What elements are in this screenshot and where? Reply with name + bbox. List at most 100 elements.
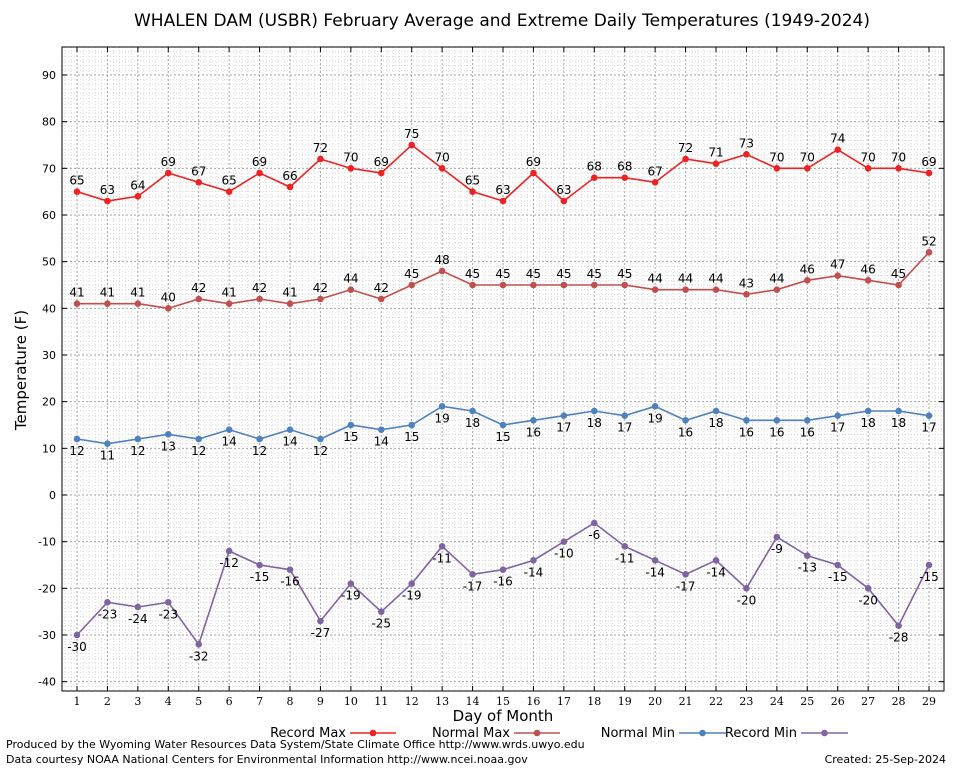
normal-min-data-label: 17 [556, 421, 571, 435]
y-tick-label: -30 [38, 629, 56, 642]
normal-min-data-label: 15 [404, 430, 419, 444]
record-min-data-label: -16 [280, 575, 300, 589]
normal-min-point [864, 407, 872, 415]
record-max-data-label: 70 [435, 150, 450, 164]
record-min-data-label: -12 [219, 556, 239, 570]
normal-min-point [895, 407, 902, 415]
normal-max-point [317, 295, 324, 303]
record-max-data-label: 63 [100, 183, 115, 197]
normal-max-point [864, 277, 872, 284]
x-tick-label: 8 [287, 695, 294, 708]
normal-max-data-label: 45 [404, 267, 419, 281]
chart-title: WHALEN DAM (USBR) February Average and E… [134, 11, 870, 31]
x-tick-label: 28 [892, 695, 906, 708]
record-max-point [834, 146, 842, 153]
normal-max-data-label: 44 [343, 272, 358, 286]
record-min-point [164, 599, 172, 606]
x-tick-label: 7 [256, 695, 263, 708]
normal-max-data-label: 45 [556, 267, 571, 281]
normal-max-point [590, 281, 598, 289]
normal-min-point [621, 412, 629, 419]
x-tick-label: 25 [800, 695, 814, 708]
normal-min-point [834, 412, 842, 419]
normal-min-point [256, 435, 263, 443]
normal-max-point [469, 281, 476, 289]
footer-created: Created: 25-Sep-2024 [825, 753, 946, 766]
legend-item-record-max: Record Max [270, 726, 396, 741]
record-max-point [347, 165, 355, 172]
record-min-point [621, 543, 629, 550]
normal-max-data-label: 42 [374, 281, 389, 295]
record-min-point [560, 538, 568, 545]
record-min-data-label: -30 [67, 640, 87, 654]
normal-min-data-label: 19 [648, 411, 663, 425]
record-max-data-label: 70 [891, 150, 906, 164]
normal-min-point [925, 412, 933, 419]
x-tick-label: 5 [195, 695, 202, 708]
y-axis-label: Temperature (F) [12, 310, 30, 431]
normal-max-data-label: 44 [678, 272, 693, 286]
series-normal-min: 12 11 12 13 12 14 12 14 12 15 14 15 19 18 15 16 17 18 17 19… [69, 403, 937, 463]
x-tick-label: 10 [344, 695, 358, 708]
record-max-data-label: 70 [861, 150, 876, 164]
y-tick-label: 0 [49, 489, 56, 502]
y-tick-label: 30 [42, 349, 56, 362]
record-min-point [317, 617, 324, 625]
normal-min-data-label: 18 [587, 416, 602, 430]
record-max-data-label: 67 [648, 164, 663, 178]
normal-max-point [408, 281, 416, 289]
record-min-point [530, 557, 537, 564]
x-tick-label: 6 [226, 695, 233, 708]
x-tick-label: 29 [922, 695, 936, 708]
record-max-point [134, 193, 142, 200]
record-max-point [377, 169, 385, 177]
record-min-data-label: -17 [676, 579, 696, 593]
normal-min-point [651, 403, 659, 410]
normal-min-point [286, 426, 294, 433]
record-min-data-label: -25 [371, 617, 391, 631]
normal-max-data-label: 41 [282, 286, 297, 300]
record-min-data-label: -6 [588, 528, 600, 542]
record-max-data-label: 65 [69, 174, 84, 188]
record-min-point [195, 641, 203, 648]
legend-item-normal-max: Normal Max [432, 726, 560, 741]
normal-min-data-label: 18 [891, 416, 906, 430]
normal-min-data-label: 18 [861, 416, 876, 430]
record-max-point [469, 188, 476, 195]
x-tick-label: 9 [317, 695, 324, 708]
y-tick-label: -40 [38, 676, 56, 689]
normal-max-data-label: 45 [587, 267, 602, 281]
legend-label: Record Max [270, 726, 346, 741]
record-max-data-label: 68 [587, 160, 602, 174]
normal-min-point [347, 421, 355, 429]
x-tick-label: 24 [770, 695, 784, 708]
record-max-point [925, 169, 933, 177]
record-min-point [377, 608, 385, 615]
normal-min-data-label: 16 [739, 425, 754, 439]
record-min-point [651, 557, 659, 564]
record-min-point [834, 561, 842, 569]
y-tick-label: 60 [42, 209, 56, 222]
normal-max-point [499, 281, 507, 289]
normal-max-data-label: 40 [161, 290, 176, 304]
normal-min-point [499, 421, 507, 429]
normal-max-point [530, 281, 537, 289]
record-max-data-label: 65 [465, 174, 480, 188]
record-max-point [621, 174, 629, 181]
record-max-point [408, 141, 416, 149]
normal-min-data-label: 12 [130, 444, 145, 458]
normal-min-data-label: 12 [252, 444, 267, 458]
normal-max-data-label: 43 [739, 276, 754, 290]
record-min-data-label: -16 [493, 575, 513, 589]
normal-max-point [712, 286, 720, 293]
normal-min-point [408, 421, 416, 429]
x-tick-label: 23 [739, 695, 753, 708]
record-min-point [590, 519, 598, 527]
x-tick-label: 18 [587, 695, 601, 708]
record-min-point [438, 543, 446, 550]
record-min-data-label: -15 [919, 570, 939, 584]
x-tick-label: 16 [526, 695, 540, 708]
normal-max-point [834, 272, 842, 279]
record-min-point [286, 566, 294, 573]
